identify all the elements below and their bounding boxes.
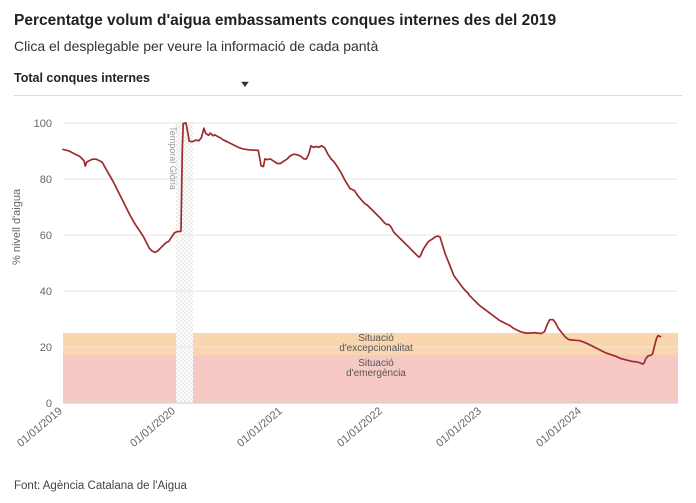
svg-text:40: 40 (40, 286, 52, 298)
svg-text:01/01/2020: 01/01/2020 (128, 405, 178, 450)
svg-text:20: 20 (40, 342, 52, 354)
svg-text:80: 80 (40, 174, 52, 186)
svg-text:100: 100 (34, 118, 52, 130)
svg-text:0: 0 (46, 398, 52, 410)
svg-text:01/01/2021: 01/01/2021 (235, 405, 285, 450)
svg-text:01/01/2024: 01/01/2024 (534, 405, 584, 450)
svg-text:d'excepcionalitat: d'excepcionalitat (339, 343, 413, 354)
svg-text:01/01/2023: 01/01/2023 (434, 405, 484, 450)
svg-text:Temporal Glòria: Temporal Glòria (168, 126, 178, 190)
svg-text:01/01/2022: 01/01/2022 (335, 405, 385, 450)
svg-text:d'emergència: d'emergència (346, 368, 406, 379)
svg-text:60: 60 (40, 230, 52, 242)
svg-text:% nivell d'aigua: % nivell d'aigua (11, 188, 23, 265)
svg-text:01/01/2019: 01/01/2019 (15, 405, 65, 450)
